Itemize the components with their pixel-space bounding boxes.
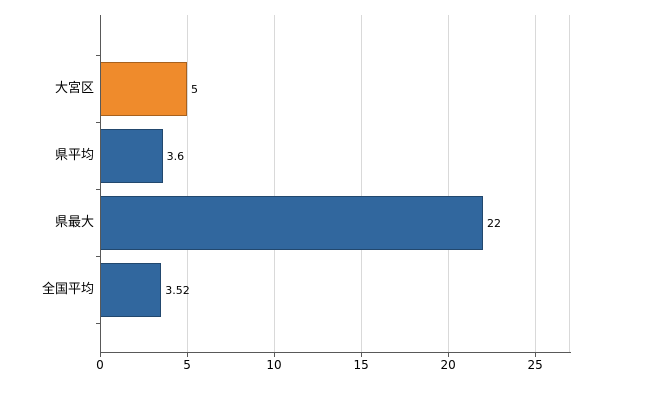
category-label: 県平均 bbox=[54, 148, 94, 163]
y-tick-mark bbox=[96, 122, 101, 123]
plot-area bbox=[100, 15, 570, 352]
category-label: 全国平均 bbox=[41, 282, 94, 297]
x-tick-label: 25 bbox=[527, 358, 543, 372]
x-tick-mark bbox=[187, 352, 189, 357]
x-tick-mark bbox=[535, 352, 537, 357]
gridline bbox=[448, 15, 450, 352]
category-label: 大宮区 bbox=[54, 81, 94, 96]
x-tick-label: 10 bbox=[266, 358, 282, 372]
bar bbox=[100, 263, 162, 317]
x-tick-label: 15 bbox=[353, 358, 369, 372]
y-tick-mark bbox=[96, 189, 101, 190]
x-tick-label: 5 bbox=[183, 358, 191, 372]
x-axis-line bbox=[100, 352, 571, 353]
gridline bbox=[274, 15, 276, 352]
bar bbox=[100, 196, 483, 250]
y-tick-mark bbox=[96, 55, 101, 56]
x-tick-label: 20 bbox=[440, 358, 456, 372]
x-tick-mark bbox=[100, 352, 101, 357]
gridline bbox=[535, 15, 537, 352]
y-axis-line bbox=[100, 15, 101, 353]
gridline bbox=[361, 15, 363, 352]
x-tick-mark bbox=[448, 352, 450, 357]
x-tick-label: 0 bbox=[96, 358, 104, 372]
y-tick-mark bbox=[96, 323, 101, 324]
bar-value-label: 3.6 bbox=[166, 150, 185, 163]
bar-value-label: 22 bbox=[486, 217, 501, 230]
bar-value-label: 3.52 bbox=[165, 284, 190, 297]
plot-right-border bbox=[569, 15, 570, 352]
bar-value-label: 5 bbox=[191, 83, 199, 96]
bar bbox=[100, 62, 188, 116]
x-tick-mark bbox=[274, 352, 276, 357]
y-tick-mark bbox=[96, 256, 101, 257]
category-label: 県最大 bbox=[54, 215, 94, 230]
x-tick-mark bbox=[361, 352, 363, 357]
bar bbox=[100, 129, 163, 183]
gridline bbox=[187, 15, 189, 352]
